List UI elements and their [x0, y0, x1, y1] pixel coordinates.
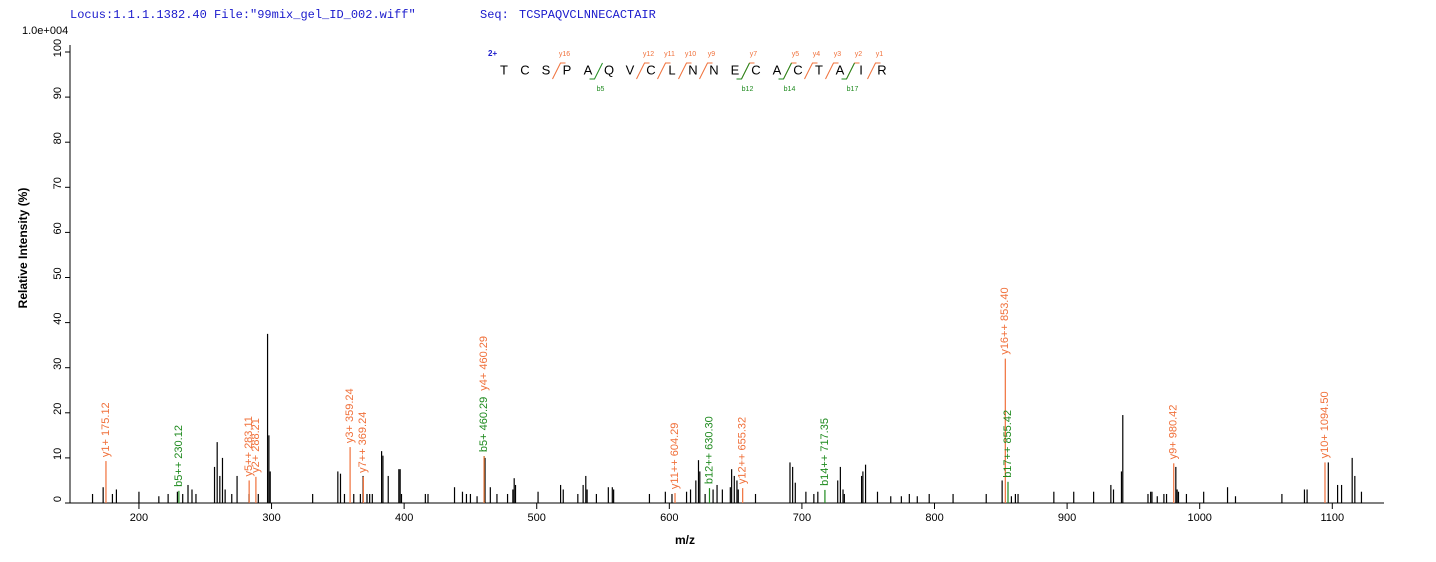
peak-label: y11++ 604.29: [669, 423, 681, 489]
y-ion-bracket: [699, 62, 713, 80]
residue: N: [688, 62, 697, 77]
residue: C: [751, 62, 760, 77]
y-tick-label: 50: [52, 267, 64, 279]
y-ion-bracket: [678, 62, 692, 80]
y-ion-bracket: [657, 62, 671, 80]
b-ion-bracket: [736, 62, 750, 80]
x-tick-label: 1100: [1320, 512, 1344, 524]
y-ion-label: y9: [708, 51, 716, 58]
x-tick-label: 900: [1058, 512, 1076, 524]
b-ion-bracket: [778, 62, 792, 80]
residue: A: [836, 62, 845, 77]
peak-label: b14++ 717.35: [819, 418, 831, 486]
residue: A: [773, 62, 782, 77]
y-tick-label: 30: [52, 358, 64, 370]
residue: L: [668, 62, 675, 77]
y-ion-label: y10: [685, 51, 696, 58]
header-seq-label: Seq:: [480, 8, 509, 22]
y-ion-label: y12: [643, 51, 654, 58]
peak-label: y4+ 460.29: [478, 336, 490, 391]
y-tick-label: 100: [52, 39, 64, 57]
y-ion-label: y5: [792, 51, 800, 58]
header-locus: Locus:1.1.1.1382.40 File:"99mix_gel_ID_0…: [70, 8, 416, 22]
x-axis-label: m/z: [675, 533, 695, 547]
residue: R: [877, 62, 886, 77]
peak-label: b12++ 630.30: [703, 416, 715, 484]
residue: C: [793, 62, 802, 77]
y-ion-bracket: [867, 62, 881, 80]
y-tick-label: 40: [52, 312, 64, 324]
residue: Q: [604, 62, 614, 77]
header-sequence: TCSPAQVCLNNECACTAIR: [519, 8, 656, 22]
peak-label: y7++ 369.24: [357, 412, 369, 473]
b-ion-bracket: [589, 62, 603, 80]
y-ion-label: y2: [855, 51, 863, 58]
scale-label: 1.0e+004: [22, 25, 68, 37]
peak-label: b5++ 230.12: [173, 425, 185, 487]
peak-label: b5+ 460.29: [478, 397, 490, 452]
y-ion-bracket: [636, 62, 650, 80]
residue: N: [709, 62, 718, 77]
y-ion-bracket: [552, 62, 566, 80]
peak-label: y5++ 283.11: [243, 416, 255, 476]
y-tick-label: 20: [52, 403, 64, 415]
peak-label: y16++ 853.40: [999, 287, 1011, 354]
y-tick-label: 0: [52, 496, 64, 502]
residue: S: [542, 62, 551, 77]
b-ion-label: b14: [784, 86, 796, 93]
residue: I: [859, 62, 863, 77]
peak-label: y1+ 175.12: [100, 402, 112, 457]
y-tick-label: 70: [52, 177, 64, 189]
charge-label: 2+: [488, 49, 497, 58]
y-axis-label: Relative Intensity (%): [16, 188, 30, 309]
residue: P: [563, 62, 572, 77]
y-ion-label: y11: [664, 51, 675, 58]
peak-label: y3+ 359.24: [344, 388, 356, 443]
peak-label: y9+ 980.42: [1168, 405, 1180, 460]
residue: T: [815, 62, 823, 77]
x-tick-label: 500: [528, 512, 546, 524]
x-tick-label: 200: [130, 512, 148, 524]
x-tick-label: 300: [262, 512, 280, 524]
x-tick-label: 800: [925, 512, 943, 524]
x-tick-label: 600: [660, 512, 678, 524]
y-tick-label: 60: [52, 222, 64, 234]
b-ion-label: b17: [847, 86, 859, 93]
peak-label: y10+ 1094.50: [1319, 391, 1331, 458]
y-tick-label: 90: [52, 87, 64, 99]
residue: C: [520, 62, 529, 77]
residue: E: [731, 62, 740, 77]
y-ion-label: y16: [559, 51, 570, 58]
b-ion-bracket: [841, 62, 855, 80]
residue: T: [500, 62, 508, 77]
b-ion-label: b5: [597, 86, 605, 93]
peak-label: y12++ 655.32: [737, 417, 749, 484]
residue: V: [626, 62, 635, 77]
x-tick-label: 1000: [1187, 512, 1211, 524]
peak-label: y2+ 288.21: [250, 418, 262, 473]
b-ion-label: b12: [742, 86, 754, 93]
peak-label: b17++ 855.42: [1002, 410, 1014, 478]
residue: C: [646, 62, 655, 77]
y-ion-label: y1: [876, 51, 884, 58]
y-ion-bracket: [804, 62, 818, 80]
y-ion-bracket: [825, 62, 839, 80]
y-ion-label: y7: [750, 51, 758, 58]
y-tick-label: 80: [52, 132, 64, 144]
residue: A: [584, 62, 593, 77]
y-ion-label: y3: [834, 51, 842, 58]
x-tick-label: 700: [793, 512, 811, 524]
y-tick-label: 10: [52, 448, 64, 460]
x-tick-label: 400: [395, 512, 413, 524]
y-ion-label: y4: [813, 51, 821, 58]
